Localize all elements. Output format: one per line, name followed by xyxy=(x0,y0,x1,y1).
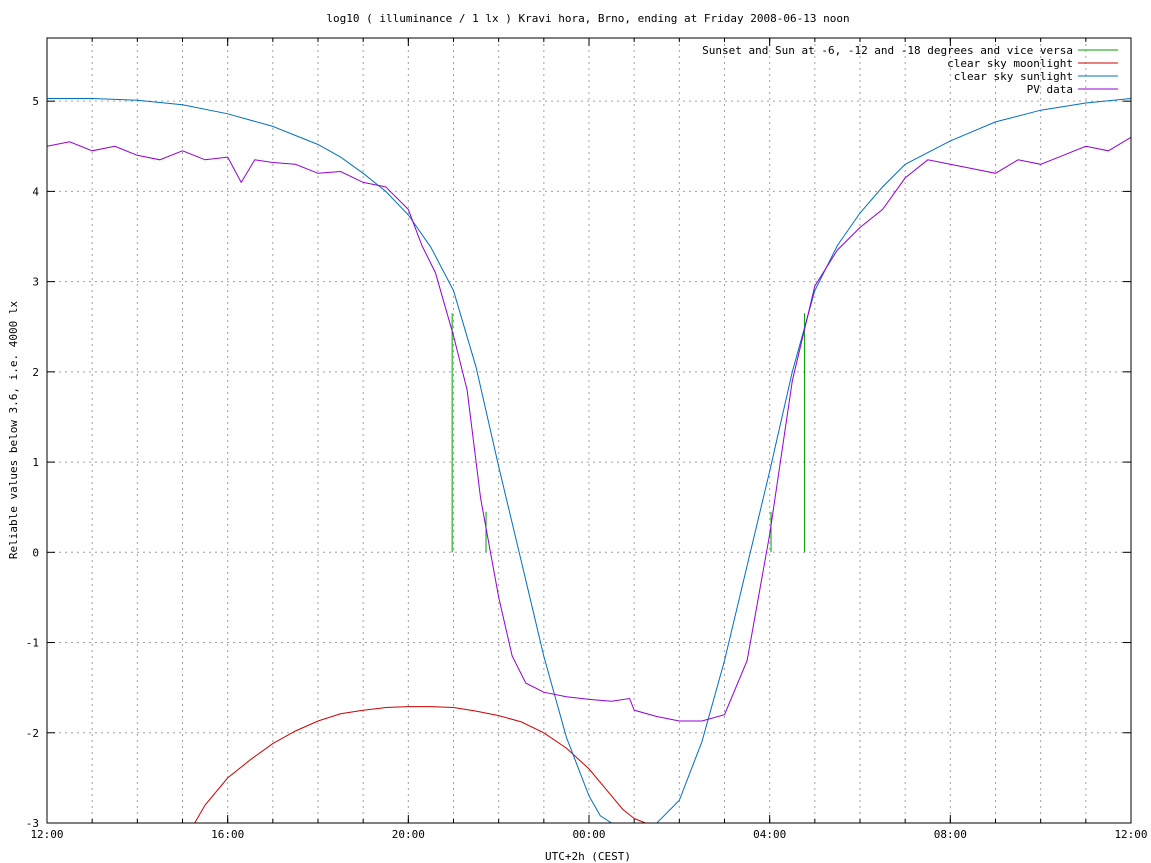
y-tick-label: -3 xyxy=(26,817,39,830)
series-layer xyxy=(47,98,1131,823)
y-tick-label: 0 xyxy=(32,546,39,559)
y-tick-label: 4 xyxy=(32,185,39,198)
series-clear-sky-sunlight xyxy=(47,98,1131,823)
y-tick-label: -1 xyxy=(26,637,39,650)
x-tick-label: 04:00 xyxy=(753,828,786,841)
chart-title: log10 ( illuminance / 1 lx ) Kravi hora,… xyxy=(326,12,849,25)
y-tick-label: 3 xyxy=(32,276,39,289)
legend-label: Sunset and Sun at -6, -12 and -18 degree… xyxy=(702,44,1073,57)
x-tick-label: 00:00 xyxy=(572,828,605,841)
legend-label: clear sky sunlight xyxy=(954,70,1073,83)
x-tick-label: 20:00 xyxy=(392,828,425,841)
series-pv-data xyxy=(47,136,1131,722)
x-tick-label: 12:00 xyxy=(1114,828,1147,841)
series-line xyxy=(47,136,1131,722)
y-tick-label: 5 xyxy=(32,95,39,108)
y-tick-label: 1 xyxy=(32,456,39,469)
y-tick-label: 2 xyxy=(32,366,39,379)
series-sunset-and-sun-at-6-12-and-18-degrees-and-vice-versa xyxy=(451,313,805,553)
x-tick-labels: 12:00 16:00 20:00 00:00 04:00 08:00 12:00 xyxy=(30,828,1147,841)
x-tick-label: 12:00 xyxy=(30,828,63,841)
legend-label: clear sky moonlight xyxy=(947,57,1073,70)
y-axis-label: Reliable values below 3.6, i.e. 4000 lx xyxy=(7,300,20,559)
x-axis-label: UTC+2h (CEST) xyxy=(545,850,631,863)
series-clear-sky-moonlight xyxy=(194,706,646,823)
x-tick-label: 08:00 xyxy=(934,828,967,841)
legend-label: PV data xyxy=(1027,83,1073,96)
tick-marks xyxy=(46,38,1132,824)
series-line xyxy=(194,706,646,823)
y-tick-label: -2 xyxy=(26,727,39,740)
y-tick-labels: -3 -2 -1 0 1 2 3 4 5 xyxy=(26,95,40,830)
grid xyxy=(47,38,1131,823)
series-line xyxy=(47,98,1131,823)
x-tick-label: 16:00 xyxy=(211,828,244,841)
legend: Sunset and Sun at -6, -12 and -18 degree… xyxy=(702,44,1118,96)
